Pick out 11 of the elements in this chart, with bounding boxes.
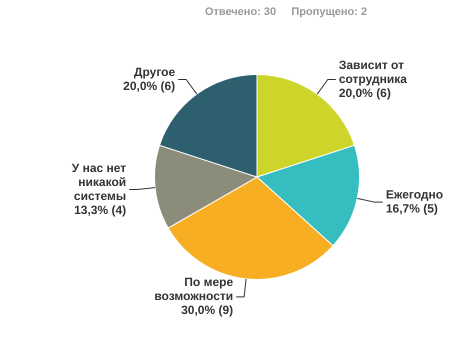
chart-title: Отвечено: 30 Пропущено: 2 — [204, 6, 368, 18]
slice-label: У нас нет никакой системы — [72, 160, 126, 203]
slice-label: Другое — [134, 64, 176, 79]
slice-label: Зависит от сотрудника — [338, 58, 408, 86]
data-label: 16,7% (5) — [386, 201, 438, 216]
data-label: 13,3% (4) — [74, 202, 126, 217]
data-label: 20,0% (6) — [123, 78, 176, 93]
data-label: 30,0% (9) — [181, 303, 234, 318]
slice-label: По мере возможности — [154, 275, 234, 304]
data-label: 20,0% (6) — [338, 86, 391, 100]
slice-label: Ежегодно — [386, 187, 444, 202]
